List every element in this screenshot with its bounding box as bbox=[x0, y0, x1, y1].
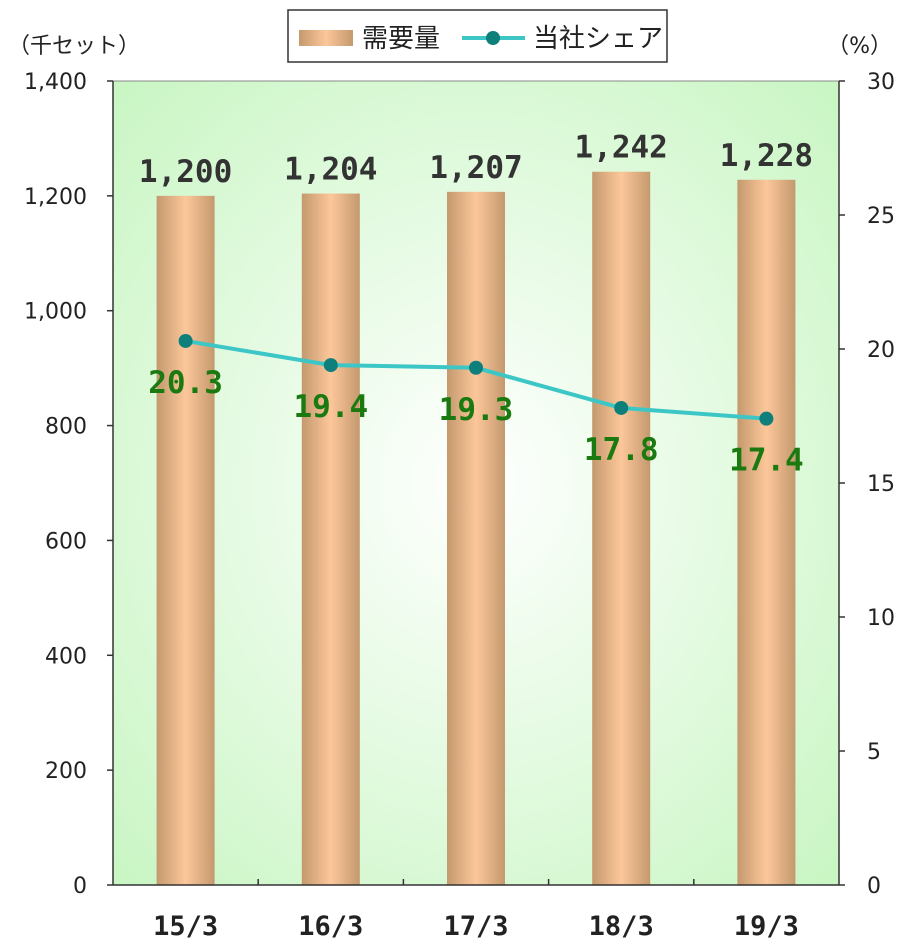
bar-value-label: 1,242 bbox=[575, 130, 668, 166]
left-tick-label: 0 bbox=[73, 874, 87, 899]
bar-value-label: 1,207 bbox=[429, 150, 522, 186]
bar-19-3 bbox=[737, 179, 796, 885]
left-tick-label: 600 bbox=[45, 529, 87, 554]
x-category-label: 18/3 bbox=[589, 911, 654, 942]
bar-value-label: 1,204 bbox=[284, 152, 377, 188]
right-tick-label: 25 bbox=[867, 204, 895, 229]
share-point-15-3 bbox=[178, 333, 193, 348]
share-value-label: 20.3 bbox=[148, 365, 223, 401]
bar-value-label: 1,228 bbox=[720, 138, 813, 174]
right-axis-ticks: 0 5 10 15 20 25 30 bbox=[839, 70, 895, 899]
right-tick-label: 10 bbox=[867, 606, 895, 631]
bar-value-label: 1,200 bbox=[139, 154, 232, 190]
legend-demand-label: 需要量 bbox=[362, 24, 440, 54]
share-value-label: 19.4 bbox=[293, 389, 368, 425]
share-value-label: 19.3 bbox=[439, 392, 514, 428]
left-tick-label: 800 bbox=[45, 415, 87, 440]
x-category-label: 15/3 bbox=[153, 911, 218, 942]
right-axis-unit-label: （%） bbox=[827, 34, 892, 59]
x-axis-ticks: 15/3 16/3 17/3 18/3 19/3 bbox=[153, 879, 799, 942]
bar-16-3 bbox=[301, 193, 360, 885]
left-tick-label: 200 bbox=[45, 759, 87, 784]
share-point-19-3 bbox=[759, 411, 774, 426]
share-point-16-3 bbox=[323, 358, 338, 373]
bar-18-3 bbox=[592, 171, 651, 886]
left-tick-label: 1,200 bbox=[24, 185, 87, 210]
legend-share-label: 当社シェア bbox=[533, 24, 663, 54]
x-category-label: 19/3 bbox=[734, 911, 799, 942]
share-value-label: 17.4 bbox=[729, 443, 804, 479]
x-category-label: 16/3 bbox=[298, 911, 363, 942]
right-tick-label: 30 bbox=[867, 70, 895, 95]
x-category-label: 17/3 bbox=[443, 911, 508, 942]
left-tick-label: 1,400 bbox=[24, 70, 87, 95]
legend-bar-swatch bbox=[299, 30, 353, 46]
left-axis-ticks: 0 200 400 600 800 1,000 1,200 1,400 bbox=[24, 70, 113, 899]
bar-15-3 bbox=[156, 195, 215, 885]
share-point-17-3 bbox=[469, 360, 483, 375]
legend-line-marker bbox=[486, 31, 500, 45]
bar-17-3 bbox=[447, 191, 505, 885]
data-labels-group: 1,200 1,204 1,207 1,242 1,228 20.3 19.4 19.3 17.… bbox=[139, 130, 813, 479]
left-axis-unit-label: （千セット） bbox=[8, 34, 140, 59]
right-tick-label: 5 bbox=[867, 740, 881, 765]
share-value-label: 17.8 bbox=[584, 432, 659, 468]
bars-group bbox=[156, 171, 796, 886]
share-line-group bbox=[178, 333, 774, 426]
share-point-18-3 bbox=[614, 400, 629, 415]
right-tick-label: 0 bbox=[867, 874, 881, 899]
legend: 需要量 当社シェア bbox=[287, 9, 668, 63]
right-tick-label: 15 bbox=[867, 472, 895, 497]
left-tick-label: 1,000 bbox=[24, 300, 87, 325]
right-tick-label: 20 bbox=[867, 338, 895, 363]
left-tick-label: 400 bbox=[45, 644, 87, 669]
